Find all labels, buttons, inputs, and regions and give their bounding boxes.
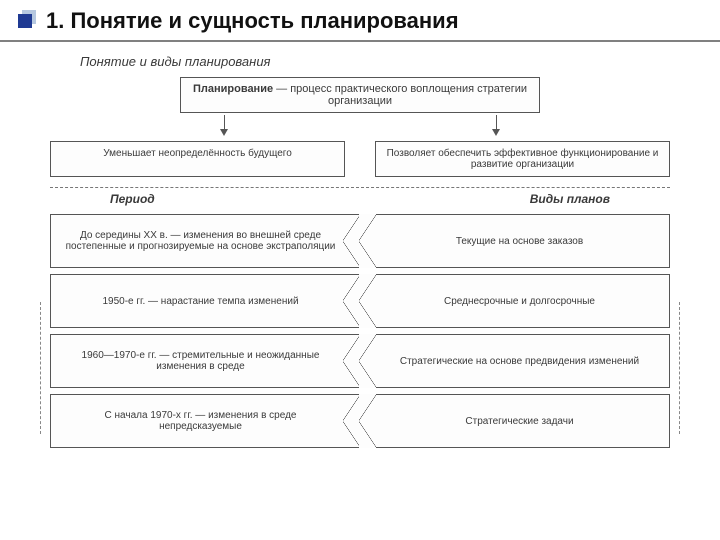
column-headers: Период Виды планов xyxy=(110,192,610,206)
dashed-separator xyxy=(50,187,670,188)
arrow-down-icon xyxy=(492,129,500,136)
plan-cell: Стратегические задачи xyxy=(360,394,670,448)
row-2: 1950-е гг. — нарастание темпа изменений … xyxy=(50,274,670,328)
definition-box: Планирование — процесс практического воп… xyxy=(180,77,540,113)
period-cell: 1950-е гг. — нарастание темпа изменений xyxy=(50,274,360,328)
row-1: До середины XX в. — изменения во внешней… xyxy=(50,214,670,268)
plan-cell: Стратегические на основе предвидения изм… xyxy=(360,334,670,388)
diagram-content: Понятие и виды планирования Планирование… xyxy=(0,42,720,464)
dashed-side-left xyxy=(40,302,41,434)
bullet-icon xyxy=(18,14,32,28)
col-head-plans: Виды планов xyxy=(530,192,610,206)
period-cell: С начала 1970-х гг. — изменения в среде … xyxy=(50,394,360,448)
connector-stem xyxy=(224,115,225,129)
col-head-period: Период xyxy=(110,192,155,206)
definition-term: Планирование xyxy=(193,83,273,95)
effect-left: Уменьшает неопределённость будущего xyxy=(50,141,345,177)
period-cell: До середины XX в. — изменения во внешней… xyxy=(50,214,360,268)
definition-text: — процесс практического воплощения страт… xyxy=(273,83,527,107)
effects-row: Уменьшает неопределённость будущего Позв… xyxy=(50,141,670,177)
section-title: Понятие и виды планирования xyxy=(80,54,670,69)
slide-title: 1. Понятие и сущность планирования xyxy=(46,8,459,34)
effect-right: Позволяет обеспечить эффективное функцио… xyxy=(375,141,670,177)
arrow-down-icon xyxy=(220,129,228,136)
row-3: 1960—1970-е гг. — стремительные и неожид… xyxy=(50,334,670,388)
period-cell: 1960—1970-е гг. — стремительные и неожид… xyxy=(50,334,360,388)
dashed-side-right xyxy=(679,302,680,434)
plan-cell: Среднесрочные и долгосрочные xyxy=(360,274,670,328)
connector-stem xyxy=(496,115,497,129)
title-bar: 1. Понятие и сущность планирования xyxy=(0,0,720,42)
row-4: С начала 1970-х гг. — изменения в среде … xyxy=(50,394,670,448)
plan-cell: Текущие на основе заказов xyxy=(360,214,670,268)
